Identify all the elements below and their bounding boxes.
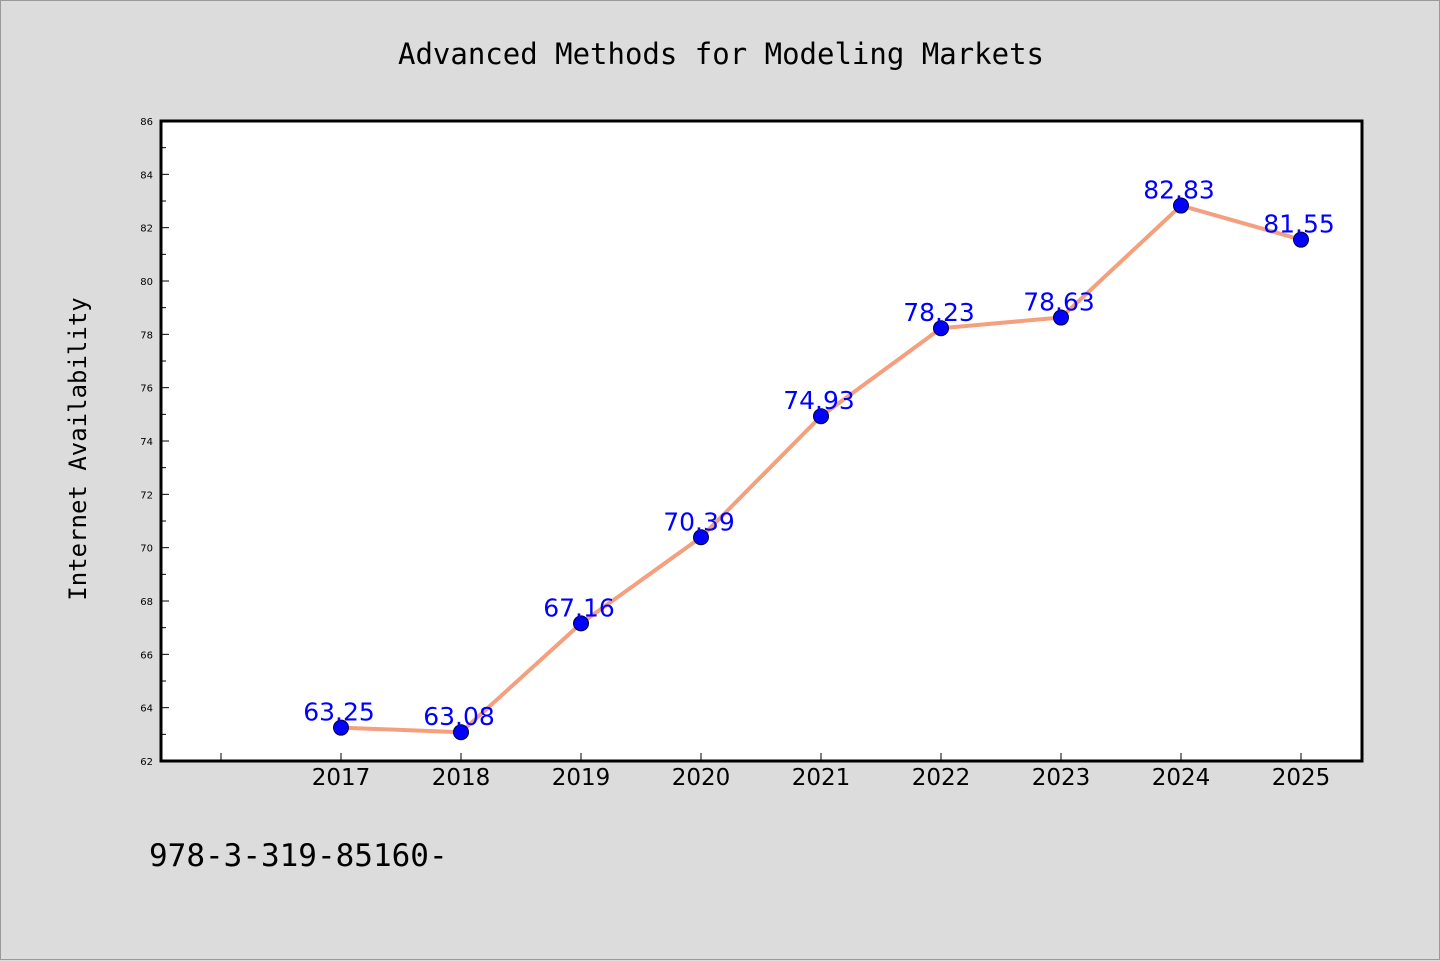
footer-isbn-text: 978-3-319-85160- — [149, 838, 448, 874]
x-tick-label: 2023 — [1032, 765, 1091, 791]
data-point-marker — [1053, 309, 1069, 326]
data-label: 78.63 — [1023, 288, 1095, 317]
y-tick-label: 78 — [140, 330, 153, 341]
data-point-marker — [573, 615, 589, 632]
y-tick-label: 84 — [140, 170, 153, 181]
y-tick-label: 86 — [140, 117, 153, 128]
y-tick-label: 80 — [140, 277, 153, 288]
y-tick-label: 76 — [140, 384, 153, 395]
chart-title: Advanced Methods for Modeling Markets — [398, 37, 1044, 71]
plot-area — [161, 121, 1362, 761]
data-point-marker — [933, 320, 949, 337]
data-label: 63.08 — [423, 702, 495, 731]
data-point-marker — [453, 724, 469, 741]
data-point-marker — [1173, 197, 1189, 214]
data-label: 67.16 — [543, 593, 615, 622]
y-tick-label: 72 — [140, 490, 153, 501]
x-tick-label: 2024 — [1152, 765, 1211, 791]
data-label: 81.55 — [1263, 210, 1335, 239]
y-tick-label: 64 — [140, 704, 153, 715]
data-point-marker — [813, 408, 829, 425]
data-label: 78.23 — [903, 298, 975, 327]
data-point-marker — [333, 719, 349, 736]
x-tick-label: 2017 — [312, 765, 371, 791]
y-axis: 62 64 66 68 70 72 74 76 78 80 82 84 86 — [140, 117, 169, 768]
series-layer: 63.25 63.08 67.16 70.39 74.93 78.23 78.63 82.83… — [303, 176, 1335, 741]
y-tick-label: 66 — [140, 650, 153, 661]
y-tick-label: 62 — [140, 757, 153, 768]
y-tick-label: 74 — [140, 437, 153, 448]
data-point-marker — [1293, 231, 1309, 248]
y-tick-label: 82 — [140, 224, 153, 235]
x-tick-label: 2020 — [672, 765, 731, 791]
y-axis-label: Internet Availability — [64, 297, 92, 600]
x-axis: 2017 2018 2019 2020 2021 2022 2023 2024 2025 — [220, 753, 1331, 791]
data-point-marker — [693, 529, 709, 546]
plot-border — [159, 119, 1364, 763]
y-tick-label: 68 — [140, 597, 153, 608]
x-tick-label: 2018 — [432, 765, 491, 791]
x-tick-label: 2025 — [1272, 765, 1331, 791]
data-label: 82.83 — [1143, 176, 1215, 205]
x-tick-label: 2021 — [792, 765, 851, 791]
y-tick-label: 70 — [140, 544, 153, 555]
data-label: 63.25 — [303, 698, 375, 727]
x-tick-label: 2022 — [912, 765, 971, 791]
data-label: 74.93 — [783, 386, 855, 415]
data-label: 70.39 — [663, 507, 735, 536]
x-tick-label: 2019 — [552, 765, 611, 791]
